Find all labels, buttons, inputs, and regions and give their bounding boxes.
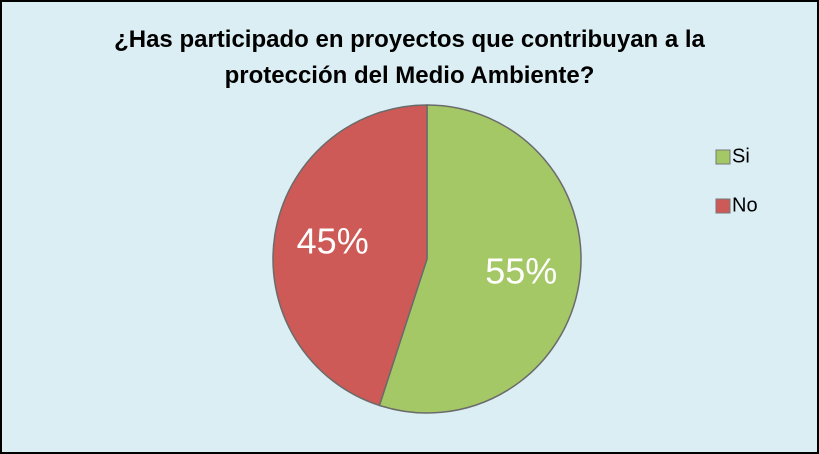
legend-marker bbox=[715, 198, 731, 214]
data-label: 45% bbox=[297, 221, 369, 262]
legend-marker bbox=[715, 149, 731, 165]
legend-label: No bbox=[732, 194, 758, 216]
pie-slice bbox=[272, 104, 428, 407]
legend-label: Si bbox=[732, 145, 750, 167]
data-label: 55% bbox=[485, 250, 557, 291]
chart-title: ¿Has participado en proyectos que contri… bbox=[114, 26, 705, 89]
pie-slice bbox=[378, 104, 582, 414]
